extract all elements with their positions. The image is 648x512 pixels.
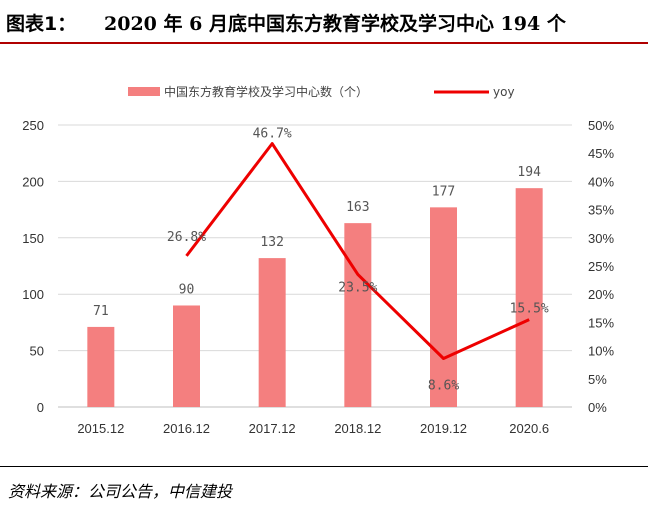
- category-label: 2016.12: [163, 421, 210, 436]
- yoy-line: [185, 142, 530, 360]
- footer-rule: [0, 466, 648, 467]
- bar-value-label: 71: [93, 304, 109, 319]
- legend-bar-swatch: [128, 87, 160, 96]
- yoy-value-label: 23.5%: [338, 280, 377, 295]
- bar: [515, 188, 543, 407]
- bar-value-label: 177: [432, 184, 455, 199]
- bar: [430, 207, 457, 407]
- right-tick-label: 40%: [588, 174, 614, 189]
- yoy-value-label: 46.7%: [253, 127, 292, 142]
- source-note: 资料来源：公司公告，中信建投: [8, 482, 233, 501]
- bar: [87, 326, 115, 407]
- right-tick-label: 30%: [588, 231, 614, 246]
- right-tick-label: 15%: [588, 315, 614, 330]
- left-tick-label: 150: [22, 231, 44, 246]
- right-tick-label: 25%: [588, 259, 614, 274]
- yoy-value-label: 15.5%: [510, 302, 549, 317]
- left-tick-label: 0: [37, 400, 44, 415]
- bar-value-label: 194: [517, 165, 541, 180]
- left-tick-label: 100: [22, 287, 44, 302]
- legend-line-label: yoy: [493, 85, 515, 99]
- yoy-value-label: 8.6%: [428, 378, 459, 393]
- category-label: 2020.6: [509, 421, 549, 436]
- right-tick-label: 5%: [588, 372, 607, 387]
- bar-value-label: 163: [346, 200, 369, 215]
- bar: [173, 305, 200, 407]
- right-tick-label: 20%: [588, 287, 614, 302]
- bar: [344, 223, 372, 407]
- left-tick-label: 250: [22, 118, 44, 133]
- right-tick-label: 35%: [588, 203, 614, 218]
- right-tick-label: 10%: [588, 344, 614, 359]
- bar-value-label: 132: [260, 235, 283, 250]
- combo-chart: 0 50 100 150 200 250 0% 5% 10% 15% 20% 25% 30% 35% 40%…: [22, 84, 614, 436]
- legend-bar-label: 中国东方教育学校及学习中心数（个）: [164, 84, 368, 99]
- category-label: 2019.12: [420, 421, 467, 436]
- bar-value-label: 90: [179, 282, 195, 297]
- category-label: 2015.12: [77, 421, 124, 436]
- bar: [258, 258, 286, 407]
- figure-label: 图表1：: [6, 13, 77, 35]
- category-label: 2018.12: [334, 421, 381, 436]
- left-tick-label: 50: [30, 344, 44, 359]
- figure-title: 2020 年 6 月底中国东方教育学校及学习中心 194 个: [104, 13, 566, 35]
- category-label: 2017.12: [249, 421, 296, 436]
- figure-header: 图表1： 2020 年 6 月底中国东方教育学校及学习中心 194 个: [0, 0, 648, 44]
- right-tick-label: 50%: [588, 118, 614, 133]
- yoy-value-label: 26.8%: [167, 230, 206, 245]
- right-tick-label: 0%: [588, 400, 607, 415]
- left-tick-label: 200: [22, 174, 44, 189]
- right-tick-label: 45%: [588, 146, 614, 161]
